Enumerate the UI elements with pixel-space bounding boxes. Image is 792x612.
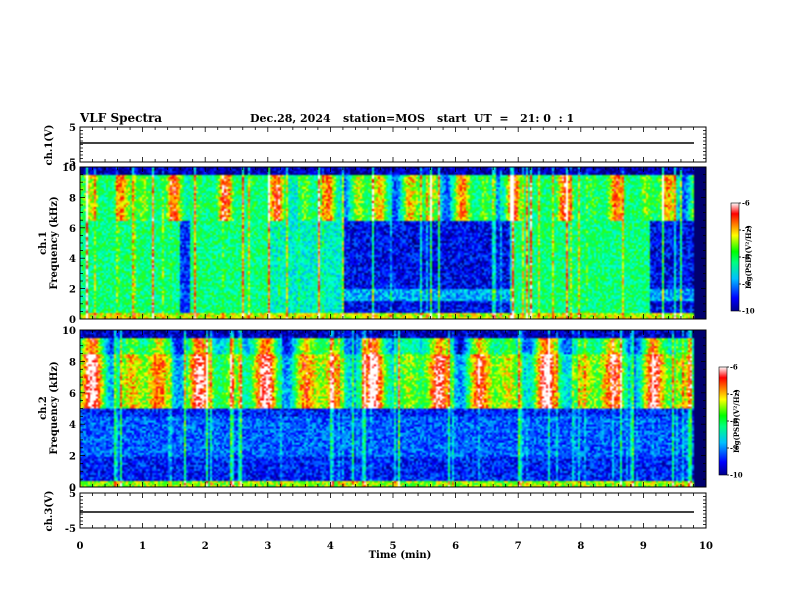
colorbar-tick-label: -10 — [730, 471, 743, 480]
ch1-freq-ylabel: Frequency (kHz) — [49, 196, 60, 289]
colorbar-tick-label: -7 — [742, 226, 750, 235]
x-tick-label: 8 — [577, 541, 584, 552]
x-tick-label: 2 — [202, 541, 209, 552]
ch3v-ylabel: ch.3(V) — [44, 490, 55, 531]
y-tick-label: 8 — [69, 193, 76, 204]
colorbar-ticks: -6 -7 -8 -9 -10 -6 -7 -8 -9 -10 — [727, 199, 755, 480]
y-tick-label: 2 — [69, 285, 76, 296]
colorbar-tick-label: -10 — [742, 307, 755, 316]
y-tick-label: 10 — [62, 326, 76, 337]
colorbar-tick-label: -8 — [730, 417, 738, 426]
start-time-label: start UT = 21: 0 : 1 — [437, 112, 575, 125]
colorbar-tick-label: -8 — [742, 253, 750, 262]
ch1-spectrogram — [80, 167, 706, 319]
colorbar-tick-label: -6 — [730, 363, 738, 372]
chart-title: VLF Spectra — [80, 111, 163, 125]
station-label: station=MOS — [343, 112, 425, 125]
y-tick-label: 10 — [62, 163, 76, 174]
ch2-spectrogram — [80, 330, 706, 487]
ch1-channel-label: ch.1 — [38, 231, 49, 255]
ch1v-panel-frame — [79, 126, 707, 163]
y-tick-label: 2 — [69, 452, 76, 463]
colorbar-tick-label: -7 — [730, 390, 738, 399]
ch1-colorbar — [730, 202, 740, 312]
colorbar-tick-label: -9 — [742, 280, 750, 289]
colorbar-tick-label: -6 — [742, 199, 750, 208]
ch1v-ylabel: ch.1(V) — [44, 124, 55, 165]
y-tick-label: -5 — [65, 158, 76, 169]
y-tick-label: 8 — [69, 357, 76, 368]
x-tick-label: 3 — [264, 541, 271, 552]
y-tick-label: 5 — [69, 123, 76, 134]
x-tick-label: 0 — [77, 541, 84, 552]
x-tick-label: 10 — [699, 541, 713, 552]
y-tick-label: 4 — [69, 420, 76, 431]
y-tick-label: 6 — [69, 389, 76, 400]
ch2-colorbar-label: log(PSD)(V²/Hz) — [732, 389, 741, 453]
colorbar-tick-label: -9 — [730, 444, 738, 453]
ch2-channel-label: ch.2 — [38, 396, 49, 420]
y-tick-label: 0 — [69, 483, 76, 494]
axis-ticks — [79, 126, 707, 529]
x-tick-label: 6 — [452, 541, 459, 552]
ch3v-panel-frame — [79, 492, 707, 529]
x-tick-label: 9 — [640, 541, 647, 552]
ch2-colorbar — [718, 366, 728, 476]
x-tick-label: 7 — [515, 541, 522, 552]
y-tick-label: -5 — [65, 524, 76, 535]
x-tick-label: 4 — [327, 541, 334, 552]
date-label: Dec.28, 2024 — [250, 112, 331, 125]
y-tick-label: 6 — [69, 224, 76, 235]
y-tick-label: 4 — [69, 254, 76, 265]
y-tick-label: 0 — [69, 315, 76, 326]
x-tick-label: 1 — [139, 541, 146, 552]
x-axis-label: Time (min) — [369, 550, 432, 561]
ch2-freq-ylabel: Frequency (kHz) — [49, 361, 60, 454]
ch1-colorbar-label: log(PSD)(V²/Hz) — [744, 225, 753, 289]
y-tick-label: 5 — [69, 489, 76, 500]
x-tick-label: 5 — [390, 541, 397, 552]
